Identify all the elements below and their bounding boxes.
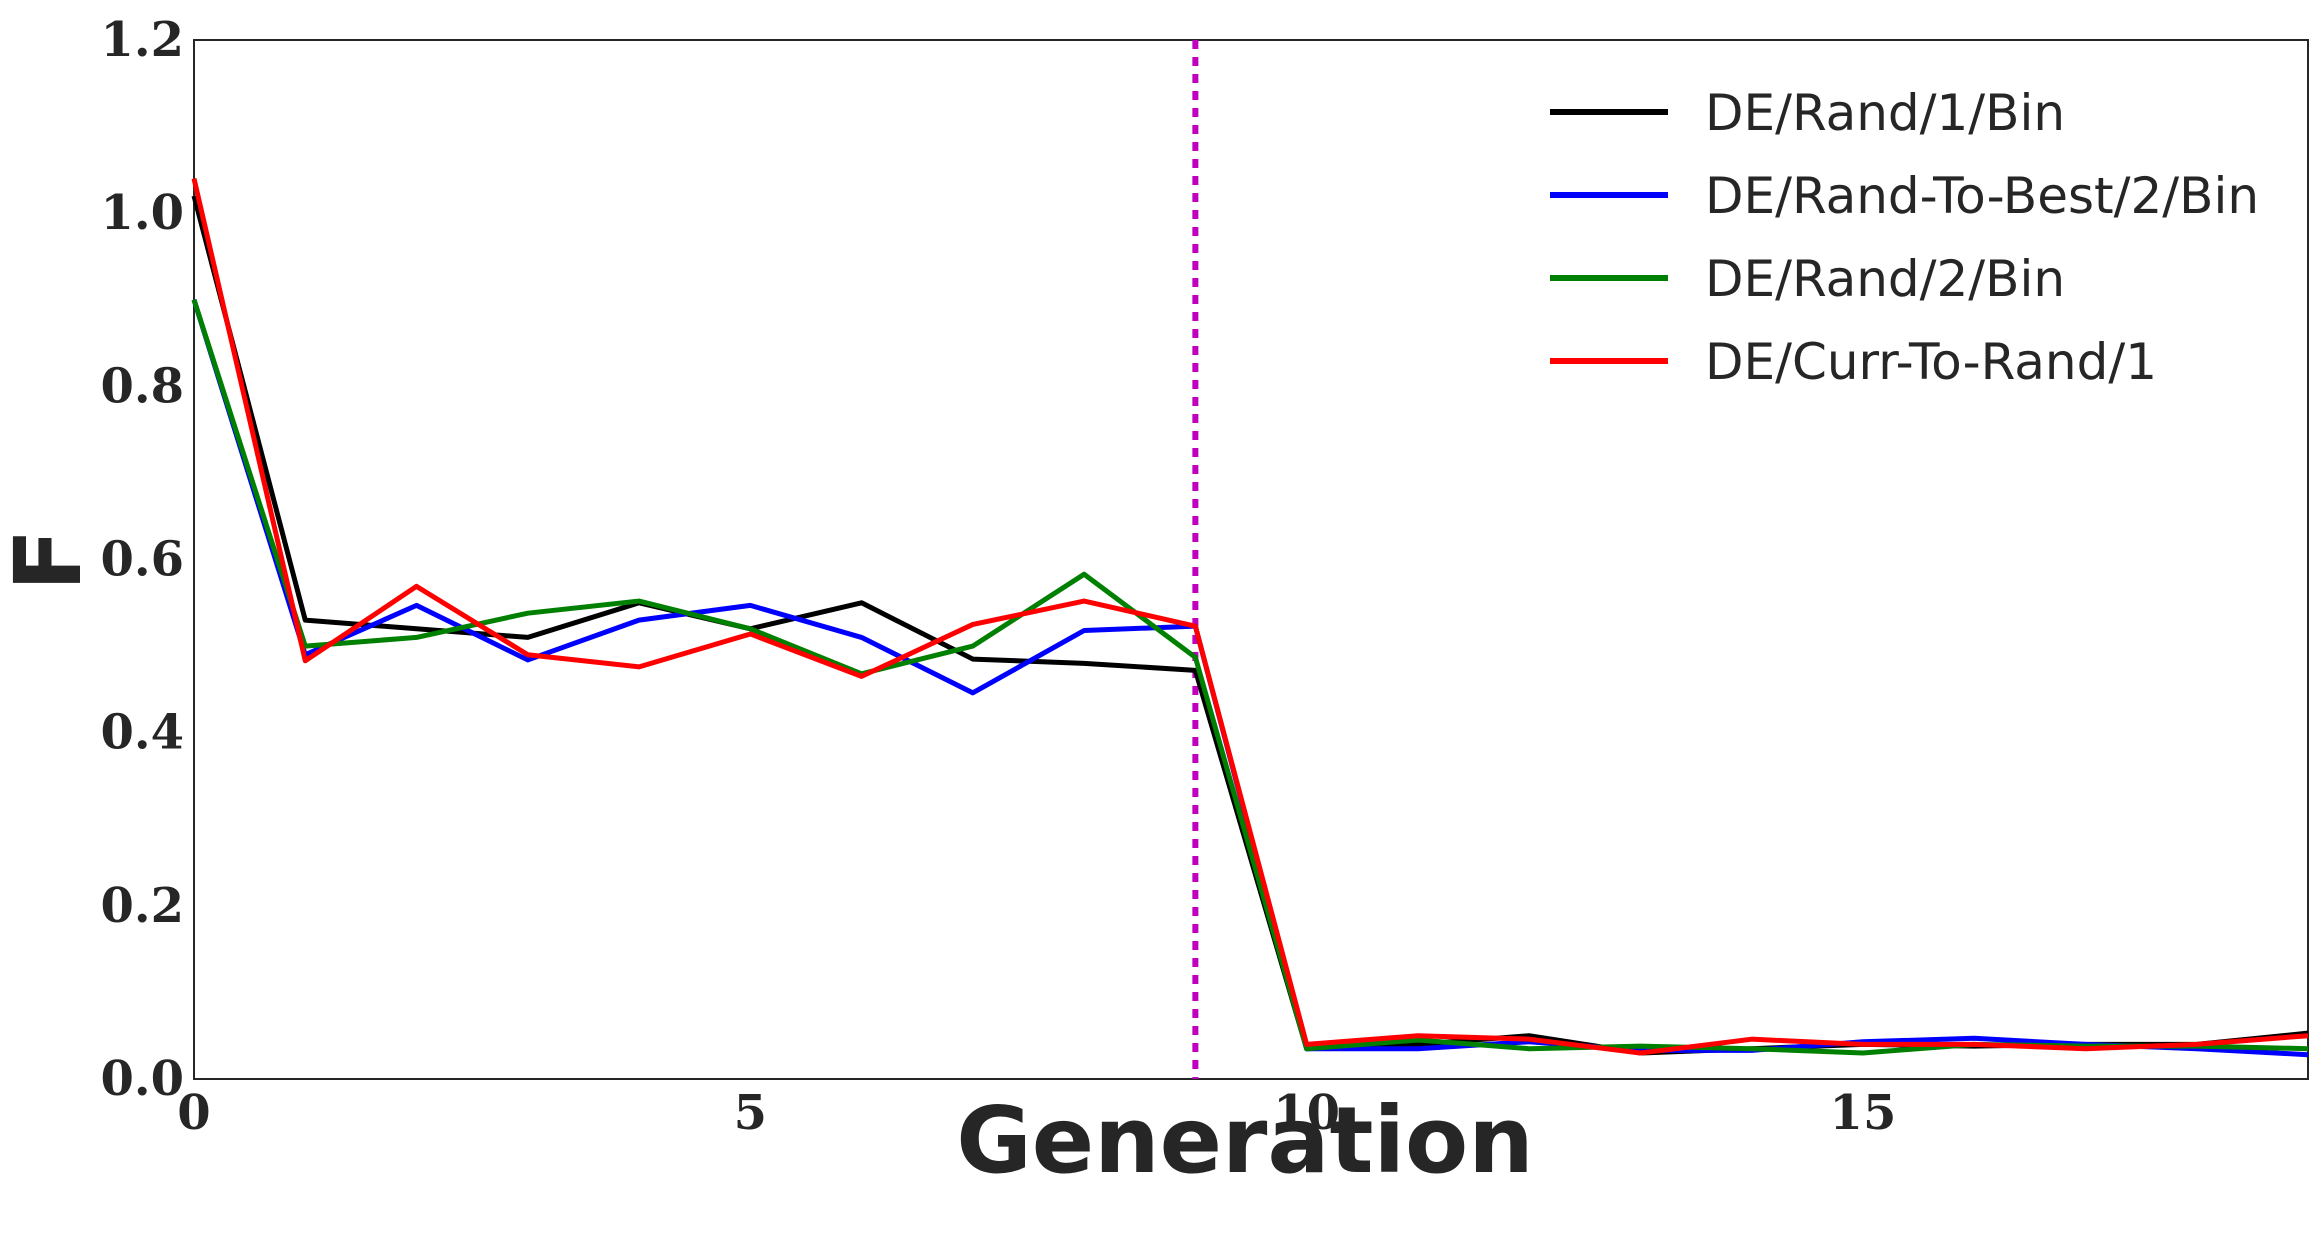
y-tick-label: 0.4 — [100, 705, 184, 761]
legend: DE/Rand/1/Bin DE/Rand-To-Best/2/Bin DE/Ran… — [1550, 84, 2259, 391]
legend-label-de-rand-to-best-2-bin: DE/Rand-To-Best/2/Bin — [1705, 167, 2259, 225]
y-tick-label: 1.0 — [100, 185, 184, 241]
y-tick-label: 0.6 — [100, 532, 184, 588]
y-tick-label: 0.0 — [100, 1051, 184, 1107]
legend-label-de-curr-to-rand-1: DE/Curr-To-Rand/1 — [1705, 333, 2157, 391]
x-axis-title: Generation — [956, 1087, 1533, 1194]
y-tick-label: 0.8 — [100, 358, 184, 414]
series-line-de-curr-to-rand-1 — [191, 177, 2309, 1056]
series-lines — [191, 177, 2309, 1058]
x-tick-label: 15 — [1830, 1085, 1897, 1141]
y-axis-ticks: 0.0 0.2 0.4 0.6 0.8 1.0 1.2 — [100, 12, 184, 1107]
x-tick-label: 10 — [1273, 1085, 1340, 1141]
legend-label-de-rand-2-bin: DE/Rand/2/Bin — [1705, 250, 2065, 308]
legend-label-de-rand-1-bin: DE/Rand/1/Bin — [1705, 84, 2065, 142]
y-tick-label: 1.2 — [100, 12, 184, 68]
y-tick-label: 0.2 — [100, 878, 184, 934]
plot-frame — [193, 39, 2309, 1080]
x-tick-label: 0 — [177, 1085, 210, 1141]
plot-area — [193, 39, 2309, 1080]
x-tick-label: 5 — [734, 1085, 767, 1141]
x-axis-ticks: 0 5 10 15 — [177, 1085, 1896, 1141]
y-axis-title: F — [0, 529, 102, 592]
